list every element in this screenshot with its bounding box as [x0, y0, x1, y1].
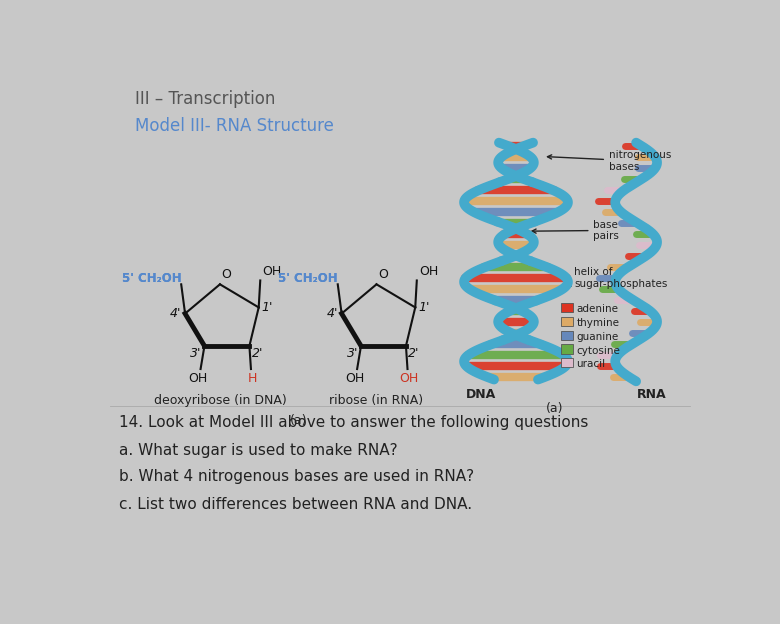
Text: 3': 3' [346, 348, 358, 361]
Text: c. List two differences between RNA and DNA.: c. List two differences between RNA and … [119, 497, 473, 512]
Text: 1': 1' [262, 301, 273, 314]
Text: OH: OH [189, 372, 208, 385]
Text: (a): (a) [289, 414, 307, 427]
Text: 4': 4' [326, 307, 338, 320]
Text: nitrogenous
bases: nitrogenous bases [548, 150, 672, 172]
Text: 5' CH₂OH: 5' CH₂OH [122, 273, 181, 285]
Text: thymine: thymine [576, 318, 619, 328]
Text: 4': 4' [170, 307, 181, 320]
FancyBboxPatch shape [561, 358, 573, 368]
Text: helix of
sugar-phosphates: helix of sugar-phosphates [567, 267, 668, 289]
Text: DNA: DNA [466, 388, 496, 401]
Text: 5' CH₂OH: 5' CH₂OH [278, 273, 338, 285]
Text: OH: OH [346, 372, 364, 385]
Text: Model III- RNA Structure: Model III- RNA Structure [135, 117, 334, 135]
FancyBboxPatch shape [561, 316, 573, 326]
Text: 5' CH₂OH: 5' CH₂OH [122, 273, 181, 285]
Text: 3': 3' [190, 348, 201, 361]
FancyBboxPatch shape [561, 303, 573, 312]
Text: RNA: RNA [636, 388, 666, 401]
Text: uracil: uracil [576, 359, 605, 369]
Text: 2': 2' [408, 348, 420, 361]
Text: 5' CH₂OH: 5' CH₂OH [278, 273, 338, 285]
Text: 14. Look at Model III above to answer the following questions: 14. Look at Model III above to answer th… [119, 415, 589, 430]
Text: cytosine: cytosine [576, 346, 620, 356]
Text: 1': 1' [418, 301, 430, 314]
Text: ribose (in RNA): ribose (in RNA) [329, 394, 424, 407]
Text: base
pairs: base pairs [532, 220, 619, 241]
FancyBboxPatch shape [561, 331, 573, 339]
Text: O: O [378, 268, 388, 281]
Text: OH: OH [263, 265, 282, 278]
Text: O: O [222, 268, 232, 281]
Text: deoxyribose (in DNA): deoxyribose (in DNA) [154, 394, 286, 407]
Text: a. What sugar is used to make RNA?: a. What sugar is used to make RNA? [119, 443, 398, 458]
Text: H: H [248, 372, 257, 385]
Text: 2': 2' [252, 348, 263, 361]
FancyBboxPatch shape [561, 344, 573, 354]
Text: OH: OH [419, 265, 438, 278]
Text: III – Transcription: III – Transcription [135, 90, 275, 109]
Text: OH: OH [399, 372, 419, 385]
Text: b. What 4 nitrogenous bases are used in RNA?: b. What 4 nitrogenous bases are used in … [119, 469, 474, 484]
Text: guanine: guanine [576, 332, 619, 342]
Text: (a): (a) [546, 402, 563, 415]
Text: adenine: adenine [576, 304, 619, 314]
